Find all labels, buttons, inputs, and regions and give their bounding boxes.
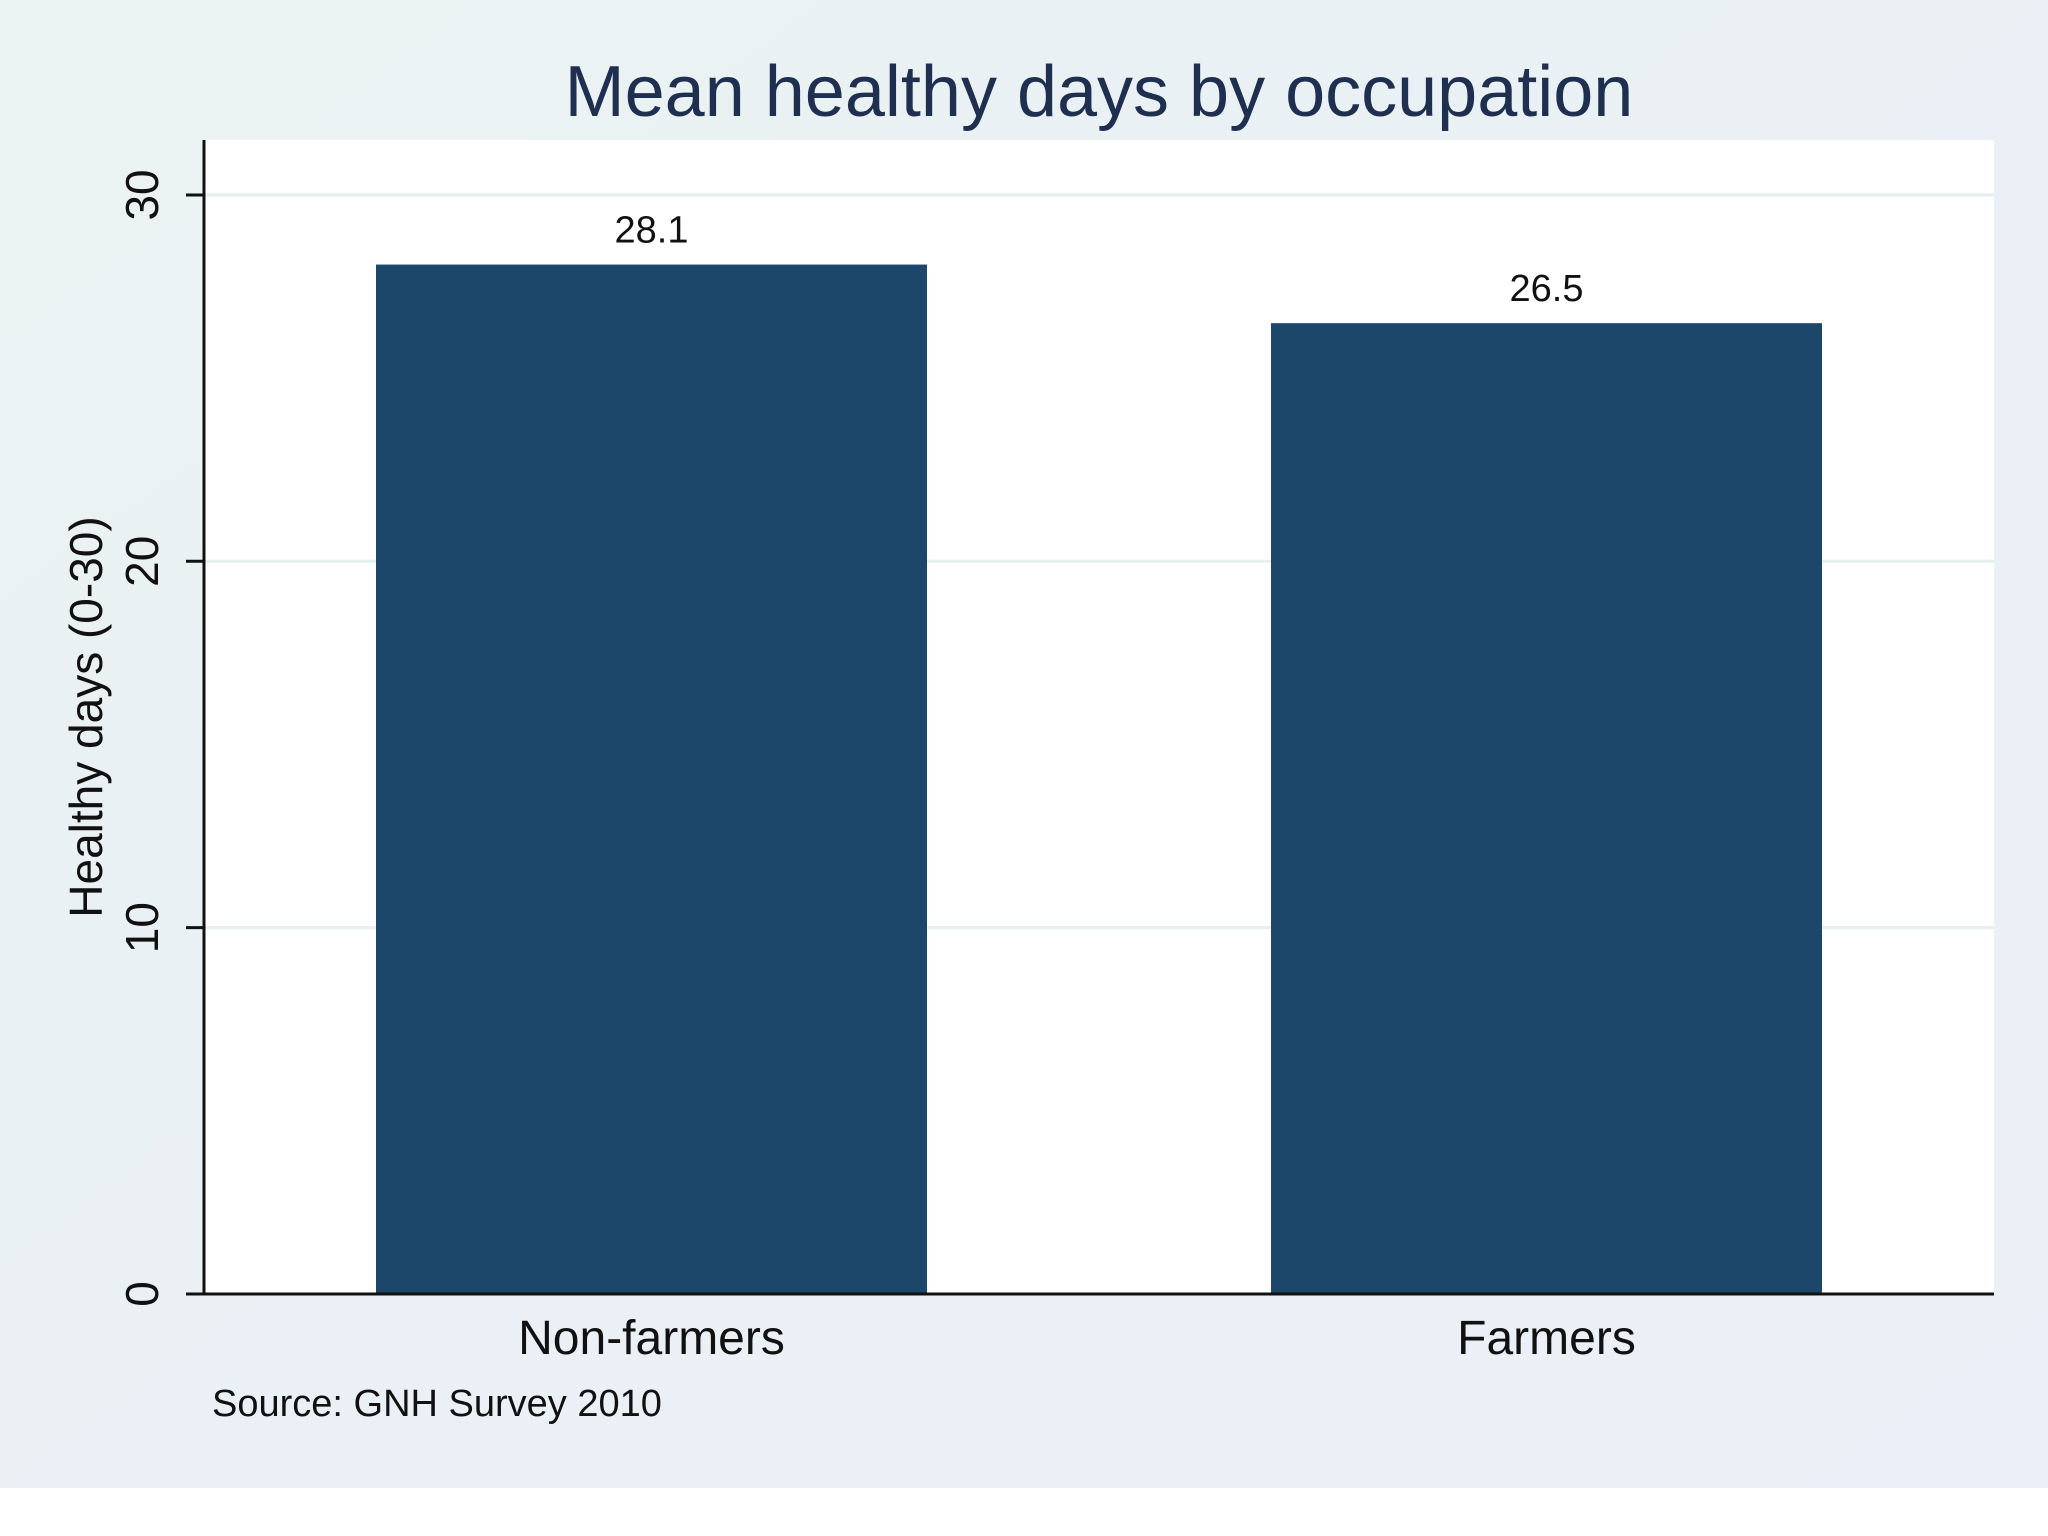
y-axis-title: Healthy days (0-30) xyxy=(60,516,112,917)
source-note: Source: GNH Survey 2010 xyxy=(212,1383,662,1425)
y-tick-label: 0 xyxy=(116,1281,168,1307)
axes xyxy=(202,140,1994,1296)
y-tick-label: 10 xyxy=(116,902,168,953)
y-tick-label: 30 xyxy=(116,169,168,220)
bar xyxy=(376,264,927,1294)
x-category-label: Farmers xyxy=(1457,1312,1636,1365)
y-ticks: 0 10 20 30 xyxy=(116,169,204,1307)
bar-value-label: 28.1 xyxy=(615,210,689,252)
bars xyxy=(376,264,1822,1295)
chart-title: Mean healthy days by occupation xyxy=(565,52,1634,132)
y-tick-label: 20 xyxy=(116,536,168,587)
x-category-label: Non-farmers xyxy=(518,1312,785,1365)
bar xyxy=(1271,323,1822,1295)
category-labels: Non-farmers Farmers xyxy=(518,1312,1636,1365)
bar-value-label: 26.5 xyxy=(1510,268,1584,310)
value-labels: 28.1 26.5 xyxy=(615,210,1584,311)
